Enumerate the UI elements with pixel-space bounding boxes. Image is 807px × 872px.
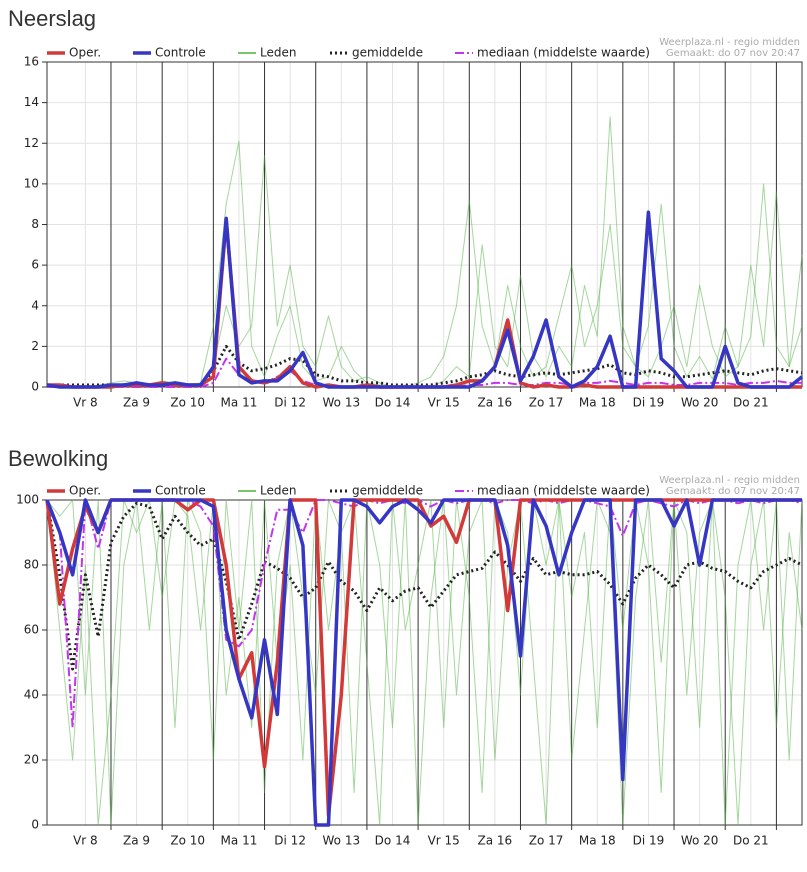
x-tick-label: Do 21 bbox=[733, 396, 769, 410]
x-tick-label: Vr 15 bbox=[428, 834, 460, 848]
annotation: Gemaakt: do 07 nov 20:47 bbox=[666, 486, 800, 497]
y-tick-label: 20 bbox=[24, 753, 39, 767]
x-tick-label: Do 14 bbox=[375, 396, 411, 410]
series-line bbox=[46, 210, 804, 389]
legend-label: Leden bbox=[260, 46, 296, 60]
annotation: Gemaakt: do 07 nov 20:47 bbox=[666, 48, 800, 59]
x-tick-label: Wo 13 bbox=[323, 834, 361, 848]
chart-title: Neerslag bbox=[8, 6, 96, 31]
legend-label: gemiddelde bbox=[352, 46, 423, 60]
chart: Neerslag Weerplaza.nl - regio middenGemaa… bbox=[8, 6, 804, 410]
x-tick-label: Di 12 bbox=[274, 396, 306, 410]
y-tick-label: 40 bbox=[24, 688, 39, 702]
chart-title: Bewolking bbox=[8, 446, 108, 471]
x-tick-label: Za 16 bbox=[478, 396, 513, 410]
y-tick-label: 12 bbox=[24, 136, 39, 150]
y-tick-label: 0 bbox=[31, 818, 39, 832]
y-tick-label: 16 bbox=[24, 55, 39, 69]
chart: Bewolking Weerplaza.nl - regio middenGema… bbox=[8, 446, 803, 848]
x-tick-label: Zo 10 bbox=[170, 396, 205, 410]
member-line bbox=[47, 140, 803, 388]
plot-frame bbox=[46, 499, 803, 826]
legend-label: Oper. bbox=[69, 46, 101, 60]
legend-label: Controle bbox=[155, 46, 206, 60]
x-tick-label: Wo 13 bbox=[323, 396, 361, 410]
x-tick-label: Za 16 bbox=[478, 834, 513, 848]
member-line bbox=[46, 499, 803, 826]
annotation: Weerplaza.nl - regio midden bbox=[659, 37, 800, 48]
y-tick-label: 4 bbox=[31, 298, 39, 312]
x-tick-label: Zo 17 bbox=[529, 834, 564, 848]
y-tick-label: 100 bbox=[16, 493, 39, 507]
x-tick-label: Vr 8 bbox=[73, 834, 98, 848]
x-tick-label: Ma 11 bbox=[221, 834, 258, 848]
x-tick-label: Di 12 bbox=[274, 834, 306, 848]
x-tick-label: Vr 15 bbox=[428, 396, 460, 410]
x-tick-label: Wo 20 bbox=[681, 834, 719, 848]
series-line bbox=[45, 498, 802, 827]
x-tick-label: Do 14 bbox=[375, 834, 411, 848]
y-tick-label: 0 bbox=[31, 380, 39, 394]
x-tick-label: Zo 10 bbox=[170, 834, 205, 848]
legend-label: mediaan (middelste waarde) bbox=[477, 46, 650, 60]
x-tick-label: Ma 18 bbox=[579, 396, 616, 410]
x-tick-label: Ma 18 bbox=[579, 834, 616, 848]
x-tick-label: Vr 8 bbox=[73, 396, 98, 410]
annotation: Weerplaza.nl - regio midden bbox=[659, 475, 800, 486]
y-tick-label: 60 bbox=[24, 623, 39, 637]
x-tick-label: Do 21 bbox=[733, 834, 769, 848]
x-tick-label: Wo 20 bbox=[681, 396, 719, 410]
legend-label: mediaan (middelste waarde) bbox=[477, 484, 650, 498]
legend-label: Leden bbox=[260, 484, 296, 498]
y-tick-label: 2 bbox=[31, 339, 39, 353]
x-tick-label: Zo 17 bbox=[529, 396, 564, 410]
legend-label: Controle bbox=[155, 484, 206, 498]
series-line bbox=[45, 498, 802, 818]
series-line bbox=[47, 218, 802, 389]
x-tick-label: Di 19 bbox=[633, 834, 665, 848]
legend-label: gemiddelde bbox=[352, 484, 423, 498]
y-tick-label: 14 bbox=[24, 95, 39, 109]
y-tick-label: 8 bbox=[31, 217, 39, 231]
x-tick-label: Ma 11 bbox=[221, 396, 258, 410]
x-tick-label: Za 9 bbox=[123, 834, 150, 848]
y-tick-label: 10 bbox=[24, 176, 39, 190]
x-tick-label: Di 19 bbox=[633, 396, 665, 410]
series-line bbox=[45, 499, 803, 671]
y-tick-label: 6 bbox=[31, 258, 39, 272]
x-tick-label: Za 9 bbox=[123, 396, 150, 410]
legend-label: Oper. bbox=[69, 484, 101, 498]
y-tick-label: 80 bbox=[24, 558, 39, 572]
member-line bbox=[46, 499, 803, 826]
